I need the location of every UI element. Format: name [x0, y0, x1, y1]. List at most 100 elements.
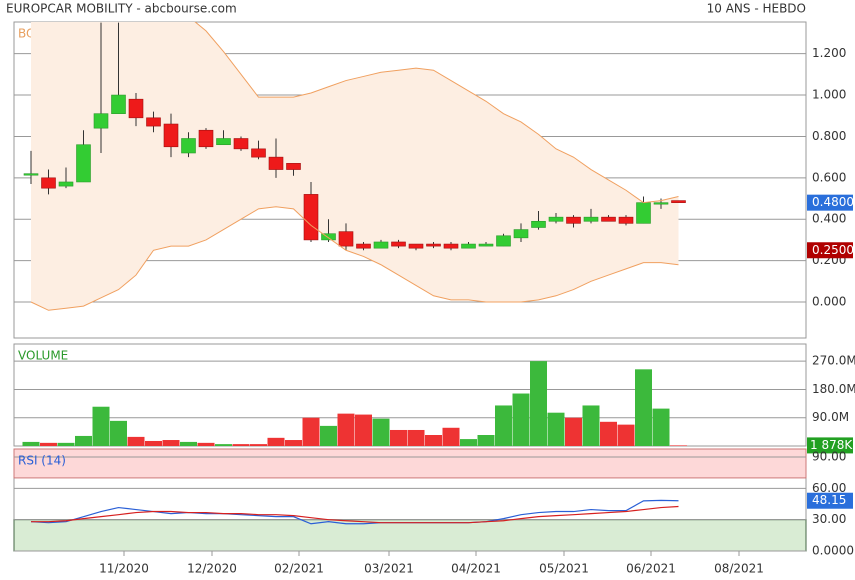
volume-bar [512, 393, 530, 446]
volume-bar [530, 361, 547, 446]
candle-body [128, 98, 144, 119]
candle-body [251, 148, 266, 158]
x-tick-label: 12/2020 [187, 562, 237, 576]
candle-body [41, 177, 56, 189]
y-tick-label: 0.800 [812, 129, 846, 143]
volume-bar [390, 429, 407, 446]
price-tag [807, 194, 853, 211]
candle-body [286, 163, 301, 170]
panel-legend: RSI (14) [18, 454, 66, 468]
band-fill [31, 22, 679, 311]
candle-body [146, 117, 161, 127]
period: 10 ANS - HEBDO [707, 2, 806, 16]
volume-bar [547, 412, 565, 446]
y-tick-label: 0.400 [812, 212, 846, 226]
volume-tag-label: 1 878K [810, 438, 853, 452]
candle-body [23, 173, 39, 176]
volume-bar [110, 420, 127, 446]
x-tick-label: 06/2021 [626, 562, 676, 576]
candle-body [671, 200, 686, 203]
y-tick-label: 60.00 [812, 481, 846, 495]
volume-bar [617, 424, 635, 446]
volume-bar [57, 442, 75, 446]
volume-tag [807, 437, 853, 454]
volume-bar [267, 437, 285, 446]
candle-body [478, 243, 494, 247]
candle-body [181, 138, 196, 154]
candle-body [198, 129, 214, 148]
panel-legend: VOLUME [18, 349, 68, 363]
price-tag [807, 242, 853, 259]
candle-body [321, 233, 336, 241]
volume-bar [180, 441, 197, 446]
x-tick-label: 11/2020 [99, 562, 149, 576]
candle-body [531, 220, 546, 228]
rsi-tag [807, 492, 853, 509]
volume-bar [285, 440, 302, 446]
volume-bar [442, 427, 460, 446]
candle-body [268, 156, 284, 170]
volume-bar [40, 442, 57, 446]
y-tick-label: 180.0M [812, 382, 855, 396]
volume-bar [215, 444, 232, 446]
y-tick-label: 30.00 [812, 512, 846, 526]
x-tick-label: 03/2021 [364, 562, 414, 576]
volume-bar [250, 444, 267, 446]
volume-bar [320, 425, 337, 446]
volume-bar [407, 429, 425, 446]
volume-bar [302, 417, 320, 446]
volume-bar [635, 369, 652, 446]
candle-body [426, 243, 441, 247]
y-tick-label: 0.000 [812, 294, 846, 308]
volume-bar [477, 435, 495, 446]
candle-body [58, 181, 74, 187]
candle-body [216, 138, 231, 146]
rsi-line [31, 505, 679, 524]
candle-body [338, 231, 354, 247]
candle-body [356, 243, 371, 249]
volume-bar [127, 436, 145, 446]
y-tick-label: 90.0M [812, 410, 849, 424]
y-tick-label: 0.0000 [812, 544, 854, 558]
volume-bar [495, 405, 512, 446]
candle-body [636, 202, 651, 224]
y-tick-label: 270.0M [812, 354, 855, 368]
volume-bar [232, 444, 250, 446]
boll-lower [30, 206, 679, 311]
candle-body [93, 113, 109, 129]
volume-bar [162, 440, 180, 446]
candle-body [408, 243, 424, 249]
rsi-tag-label: 48.15 [812, 493, 846, 507]
y-tick-label: 1.000 [812, 88, 846, 102]
candle-body [373, 241, 389, 249]
y-tick-label: 1.200 [812, 46, 846, 60]
candle-body [653, 202, 669, 205]
volume-bar [565, 417, 582, 446]
oversold-zone [13, 519, 807, 552]
page-title: EUROPCAR MOBILITY - abcbourse.com [6, 2, 237, 16]
volume-bar [355, 414, 372, 446]
overbought-zone [13, 448, 807, 479]
volume-bar [372, 418, 390, 446]
candle-body [601, 216, 616, 222]
candle-body [461, 243, 476, 249]
x-tick-label: 08/2021 [714, 562, 764, 576]
volume-bar [337, 413, 355, 446]
y-tick-label: 0.600 [812, 170, 846, 184]
candle-body [76, 144, 91, 183]
candle-body [443, 243, 459, 249]
volume-bar [197, 442, 215, 446]
candle-body [566, 216, 581, 224]
boll-upper [194, 22, 679, 204]
volume-bar [460, 439, 477, 446]
x-tick-label: 05/2021 [539, 562, 589, 576]
candle-body [303, 194, 319, 241]
candle-body [496, 235, 511, 247]
price-tag-label: 0.2500 [812, 243, 854, 257]
candle-body [233, 138, 249, 150]
candle-body [513, 229, 529, 239]
price-tag-label: 0.4800 [812, 195, 854, 209]
price-plot [23, 22, 686, 311]
volume-bar [670, 445, 687, 446]
